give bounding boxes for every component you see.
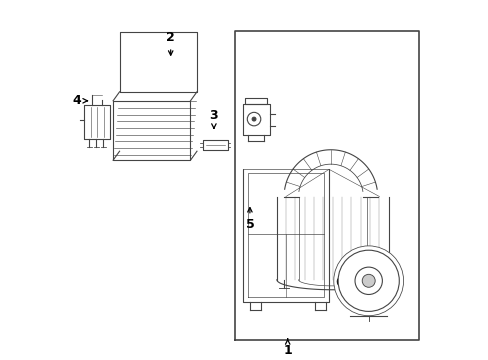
Circle shape (333, 246, 403, 316)
Circle shape (337, 250, 399, 311)
Text: 6: 6 (335, 276, 349, 289)
Circle shape (362, 274, 374, 287)
Text: 1: 1 (283, 339, 291, 357)
Circle shape (354, 267, 382, 294)
Circle shape (252, 117, 255, 121)
Text: 2: 2 (166, 31, 175, 55)
Text: 5: 5 (245, 208, 254, 231)
Text: 4: 4 (73, 94, 87, 107)
Circle shape (247, 112, 260, 126)
Text: 3: 3 (209, 109, 218, 128)
